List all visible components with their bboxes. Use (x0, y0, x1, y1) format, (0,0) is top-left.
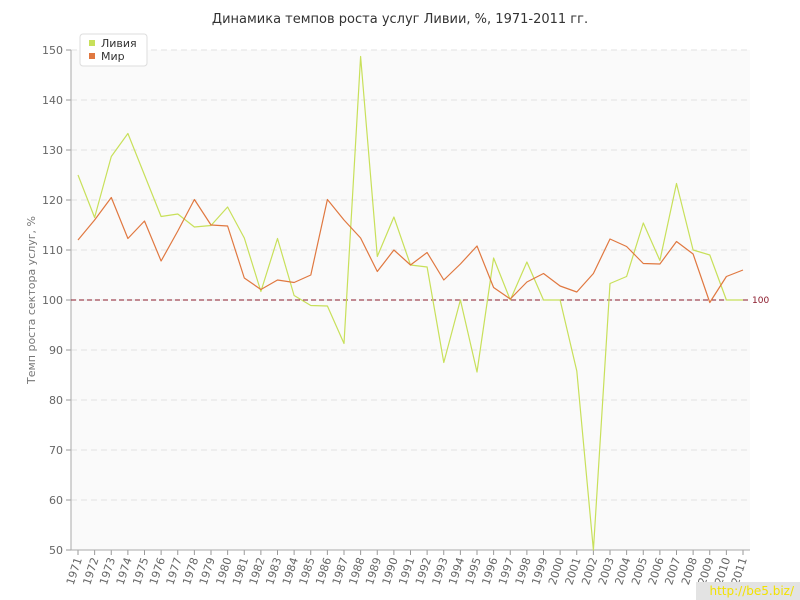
y-tick-label: 70 (49, 444, 63, 457)
y-tick-label: 140 (42, 94, 63, 107)
chart-title: Динамика темпов роста услуг Ливии, %, 19… (212, 12, 588, 27)
y-tick-label: 130 (42, 144, 63, 157)
legend-box (79, 33, 148, 67)
grid-lines (71, 49, 750, 501)
series-lines (77, 55, 744, 551)
series-line-1 (77, 196, 744, 304)
y-tick-label: 90 (49, 344, 63, 357)
y-tick-label: 120 (42, 194, 63, 207)
x-axis-ticks: 1971197219731974197519761977197819791980… (64, 550, 750, 587)
legend-swatch-0 (89, 40, 95, 46)
y-tick-label: 60 (49, 494, 63, 507)
legend-swatch-1 (89, 53, 95, 59)
y-tick-label: 150 (42, 44, 63, 57)
legend-label-0: Ливия (101, 37, 137, 50)
watermark-link[interactable]: http://be5.biz/ (696, 582, 800, 600)
reference-line-label: 100 (752, 296, 769, 306)
y-axis-label: Темп роста сектора услуг, % (25, 216, 38, 385)
y-tick-label: 100 (42, 294, 63, 307)
y-axis-ticks: 50 60 70 80 90 100 110 120 130 140 150 (42, 44, 71, 557)
y-tick-label: 50 (49, 544, 63, 557)
y-tick-label: 80 (49, 394, 63, 407)
legend-label-1: Мир (101, 50, 125, 63)
y-tick-label: 110 (42, 244, 63, 257)
